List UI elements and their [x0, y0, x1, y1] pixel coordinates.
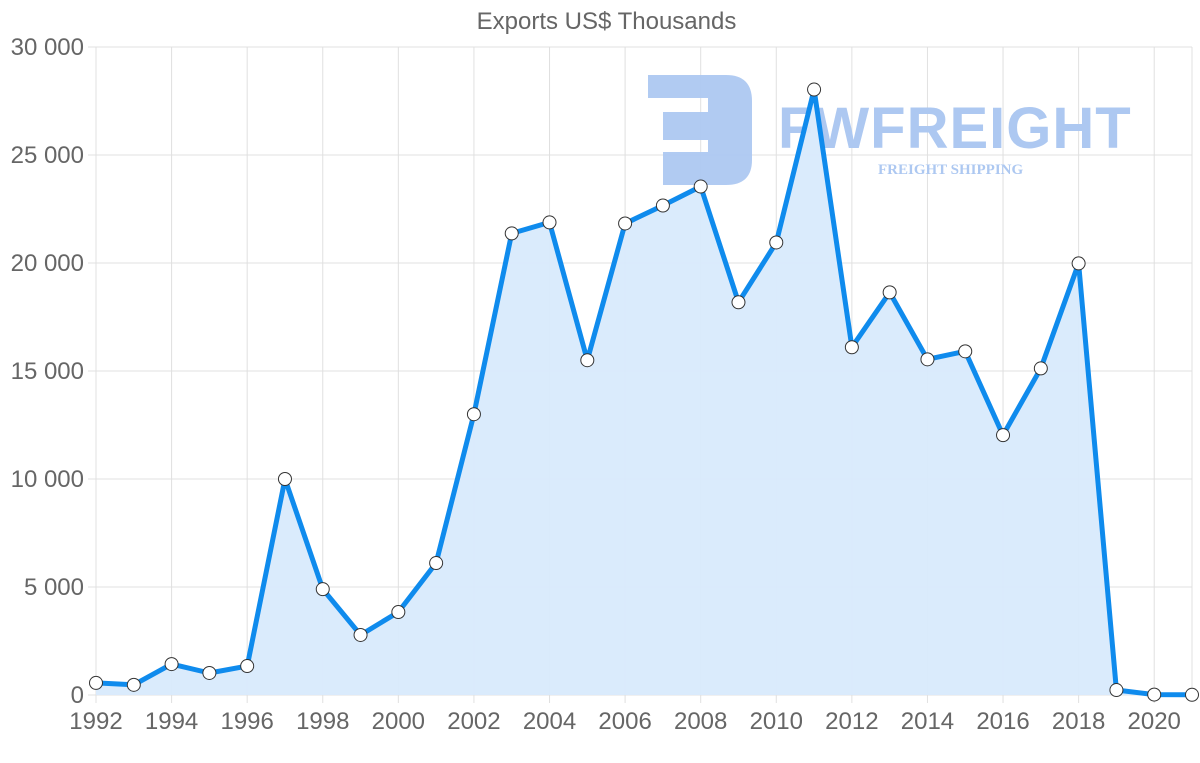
area-fill: [96, 89, 1192, 696]
data-point[interactable]: [882, 285, 897, 300]
watermark-tagline: FREIGHT SHIPPING: [878, 162, 1023, 178]
data-point[interactable]: [1033, 361, 1048, 376]
x-axis: 1992 1994 1996 1998 2000 2002 2004 2006 2008 2010…: [69, 708, 1181, 735]
logo-icon: [648, 75, 752, 185]
x-tick-label: 2002: [447, 708, 500, 735]
data-point[interactable]: [466, 407, 481, 422]
y-tick-label: 0: [71, 682, 84, 709]
data-point[interactable]: [315, 582, 330, 597]
data-point[interactable]: [769, 235, 784, 250]
data-point[interactable]: [693, 179, 708, 194]
data-points: [89, 82, 1199, 702]
data-point[interactable]: [89, 675, 103, 690]
data-point[interactable]: [164, 657, 179, 672]
y-tick-label: 25 000: [11, 142, 84, 169]
x-tick-label: 2012: [825, 708, 878, 735]
x-tick-label: 2006: [598, 708, 651, 735]
data-point[interactable]: [580, 353, 595, 368]
chart-title: Exports US$ Thousands: [476, 8, 737, 35]
data-point[interactable]: [996, 428, 1011, 443]
data-point[interactable]: [1185, 687, 1199, 702]
data-point[interactable]: [1109, 683, 1124, 698]
data-point[interactable]: [807, 82, 822, 97]
data-point[interactable]: [1147, 687, 1162, 702]
x-tick-label: 2000: [372, 708, 425, 735]
y-axis: 0 5 000 10 000 15 000 20 000 25 000 30 000: [11, 34, 84, 709]
data-point[interactable]: [958, 344, 973, 359]
data-point[interactable]: [504, 226, 519, 241]
y-tick-label: 5 000: [24, 574, 84, 601]
x-tick-label: 1996: [220, 708, 273, 735]
y-tick-label: 30 000: [11, 34, 84, 61]
x-tick-label: 2004: [523, 708, 576, 735]
data-point[interactable]: [1071, 256, 1086, 271]
x-tick-label: 2008: [674, 708, 727, 735]
watermark-logo: FWFREIGHT FREIGHT SHIPPING: [648, 75, 1132, 185]
data-point[interactable]: [240, 659, 255, 674]
x-tick-label: 2010: [750, 708, 803, 735]
data-point[interactable]: [844, 340, 859, 355]
x-tick-label: 2014: [901, 708, 954, 735]
y-tick-label: 20 000: [11, 250, 84, 277]
x-tick-label: 2020: [1128, 708, 1181, 735]
data-line: [95, 87, 1193, 698]
data-point[interactable]: [353, 627, 368, 642]
data-point[interactable]: [542, 215, 557, 230]
x-tick-label: 2016: [976, 708, 1029, 735]
data-point[interactable]: [429, 556, 444, 571]
data-point[interactable]: [618, 216, 633, 231]
data-point[interactable]: [277, 472, 292, 486]
data-point[interactable]: [202, 665, 217, 680]
data-point[interactable]: [391, 605, 406, 620]
data-point[interactable]: [731, 295, 746, 310]
watermark-brand: FWFREIGHT: [778, 96, 1132, 161]
data-point[interactable]: [920, 352, 935, 367]
data-point[interactable]: [126, 677, 141, 692]
x-tick-label: 1994: [145, 708, 198, 735]
x-tick-label: 1998: [296, 708, 349, 735]
y-tick-label: 10 000: [11, 466, 84, 493]
data-point[interactable]: [655, 198, 670, 213]
x-tick-label: 1992: [69, 708, 122, 735]
x-tick-label: 2018: [1052, 708, 1105, 735]
y-tick-label: 15 000: [11, 358, 84, 385]
